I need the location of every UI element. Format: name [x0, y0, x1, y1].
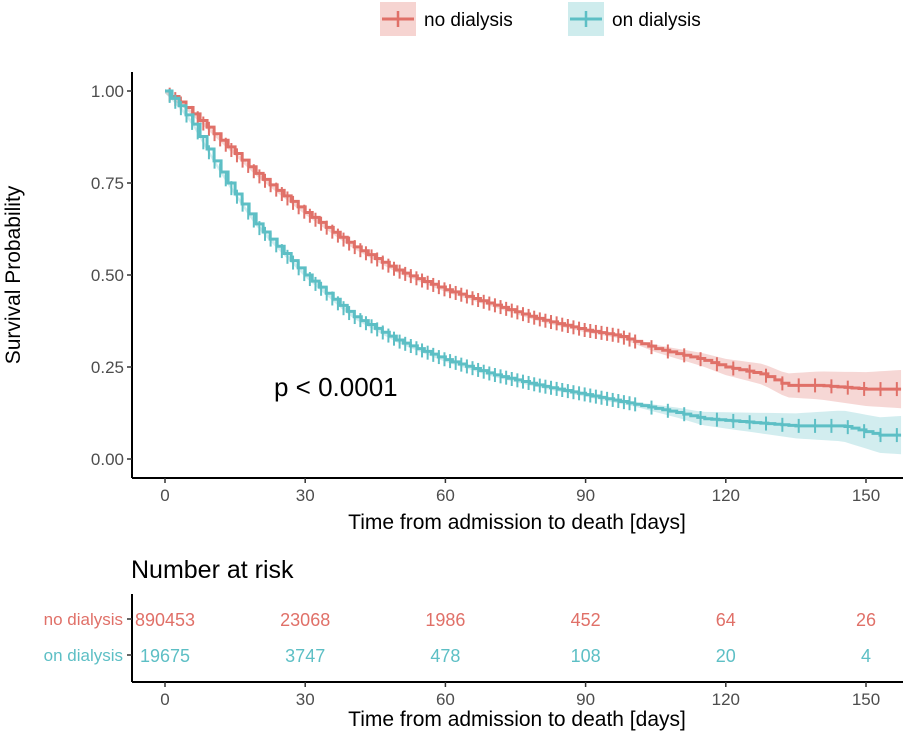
y-axis-label: Survival Probability — [2, 185, 25, 364]
p-value-annotation: p < 0.0001 — [274, 372, 398, 402]
legend-label: no dialysis — [424, 10, 513, 31]
risk-count: 23068 — [280, 610, 330, 630]
risk-table-title: Number at risk — [131, 556, 294, 584]
risk-x-tick-label: 90 — [576, 690, 595, 709]
series-no-dialysis — [165, 87, 902, 409]
risk-count: 478 — [430, 646, 460, 666]
legend-label: on dialysis — [612, 10, 701, 31]
risk-count: 452 — [571, 610, 601, 630]
risk-count: 64 — [716, 610, 736, 630]
x-tick-label: 90 — [576, 486, 595, 505]
risk-count: 3747 — [285, 646, 325, 666]
series-on-dialysis — [165, 88, 902, 455]
risk-x-tick-label: 150 — [852, 690, 880, 709]
risk-row-label: on dialysis — [44, 646, 123, 665]
risk-count: 19675 — [140, 646, 190, 666]
legend-item-no-dialysis: no dialysis — [380, 2, 513, 36]
x-tick-label: 150 — [852, 486, 880, 505]
x-axis-label: Time from admission to death [days] — [348, 511, 686, 534]
y-tick-label: 0.25 — [91, 358, 124, 377]
confidence-band — [165, 88, 902, 409]
risk-table: no dialysis 890453 23068 1986 452 64 26 on dial… — [44, 594, 903, 709]
y-tick-label: 0.75 — [91, 174, 124, 193]
risk-x-axis-label: Time from admission to death [days] — [348, 708, 686, 731]
legend: no dialysis on dialysis — [380, 2, 701, 36]
risk-count: 26 — [856, 610, 876, 630]
y-tick-label: 1.00 — [91, 82, 124, 101]
confidence-band — [165, 88, 902, 455]
y-tick-label: 0.50 — [91, 266, 124, 285]
risk-x-tick-label: 120 — [712, 690, 740, 709]
risk-count: 890453 — [135, 610, 195, 630]
x-tick-label: 60 — [436, 486, 455, 505]
survival-curve — [165, 89, 902, 391]
risk-row-label: no dialysis — [44, 610, 123, 629]
risk-count: 1986 — [425, 610, 465, 630]
y-tick-label: 0.00 — [91, 450, 124, 469]
legend-item-on-dialysis: on dialysis — [568, 2, 701, 36]
x-tick-label: 120 — [712, 486, 740, 505]
risk-count: 4 — [861, 646, 871, 666]
risk-count: 108 — [571, 646, 601, 666]
risk-count: 20 — [716, 646, 736, 666]
risk-x-tick-label: 60 — [436, 690, 455, 709]
risk-x-tick-label: 0 — [160, 690, 169, 709]
x-tick-label: 30 — [296, 486, 315, 505]
survival-curve — [165, 89, 902, 437]
x-tick-label: 0 — [160, 486, 169, 505]
survival-plot: 0.00 0.25 0.50 0.75 1.00 0 30 60 90 120 150 — [91, 72, 903, 505]
risk-x-tick-label: 30 — [296, 690, 315, 709]
